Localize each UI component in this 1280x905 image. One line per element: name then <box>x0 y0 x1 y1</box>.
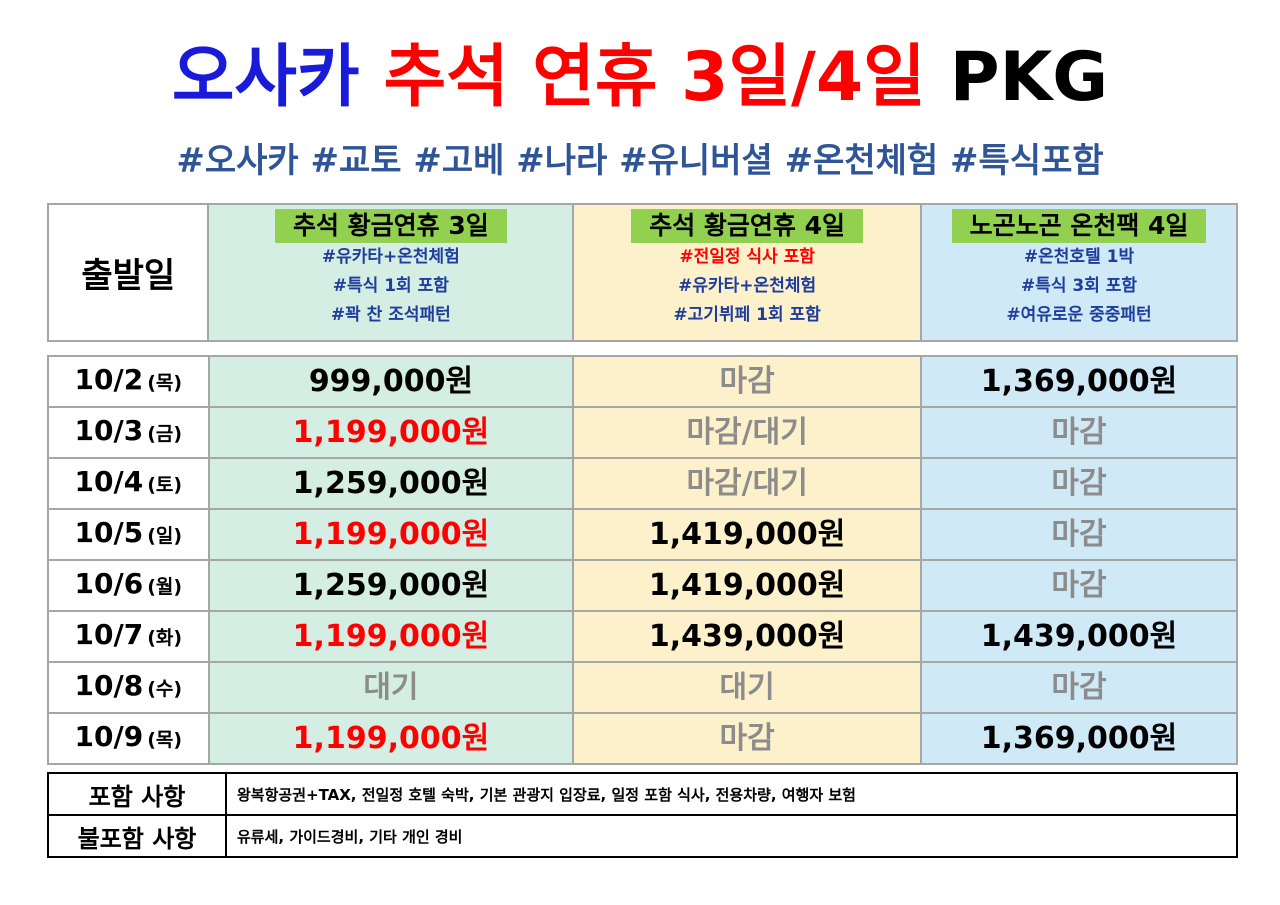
price-cell: 대기 <box>572 661 922 714</box>
date-text: 10/5 <box>74 516 144 549</box>
package-3day-header: 추석 황금연휴 3일 #유카타+온천체험 #특식 1회 포함 #꽉 찬 조석패턴 <box>207 203 575 342</box>
title-holiday: 추석 연휴 3일/4일 <box>383 38 926 117</box>
package-feature: #특식 1회 포함 <box>332 276 449 296</box>
table-row: 10/2 (목) 999,000원 마감 1,369,000원 <box>47 355 1238 408</box>
package-feature: #온천호텔 1박 <box>1023 247 1135 267</box>
weekday-text: (화) <box>147 627 183 649</box>
price-cell: 1,199,000원 <box>207 508 575 561</box>
price-cell: 대기 <box>207 661 575 714</box>
price-cell: 마감/대기 <box>572 457 922 510</box>
price-cell: 마감 <box>920 406 1238 459</box>
package-feature: #유카타+온천체험 <box>678 276 817 296</box>
package-feature: #전일정 식사 포함 <box>679 247 815 267</box>
price-cell: 마감 <box>920 559 1238 612</box>
departure-date: 10/4 (토) <box>47 457 210 510</box>
package-feature: #특식 3회 포함 <box>1020 276 1138 296</box>
price-cell: 1,419,000원 <box>572 559 922 612</box>
package-feature: #고기뷔페 1회 포함 <box>673 305 821 325</box>
date-text: 10/6 <box>74 567 144 600</box>
price-cell: 마감 <box>572 712 922 765</box>
price-cell: 1,259,000원 <box>207 559 575 612</box>
table-row: 10/7 (화) 1,199,000원 1,439,000원 1,439,000원 <box>47 610 1238 663</box>
weekday-text: (토) <box>147 474 183 496</box>
price-cell: 마감 <box>920 661 1238 714</box>
weekday-text: (월) <box>147 576 183 598</box>
hashtag-line: #오사카 #교토 #고베 #나라 #유니버셜 #온천체험 #특식포함 <box>176 141 1104 181</box>
package-title: 노곤노곤 온천팩 4일 <box>951 209 1207 243</box>
departure-date: 10/9 (목) <box>47 712 210 765</box>
price-table: 10/2 (목) 999,000원 마감 1,369,000원 10/3 (금) 1,199,… <box>47 355 1238 765</box>
departure-date: 10/2 (목) <box>47 355 210 408</box>
weekday-text: (일) <box>147 525 183 547</box>
title-pkg: PKG <box>949 38 1109 117</box>
price-cell: 999,000원 <box>207 355 575 408</box>
table-row: 10/6 (월) 1,259,000원 1,419,000원 마감 <box>47 559 1238 612</box>
departure-label: 출발일 <box>46 203 210 342</box>
title-city: 오사카 <box>171 38 360 117</box>
date-text: 10/7 <box>74 618 144 651</box>
price-cell: 1,199,000원 <box>207 712 575 765</box>
date-text: 10/9 <box>74 720 144 753</box>
table-row: 10/9 (목) 1,199,000원 마감 1,369,000원 <box>47 712 1238 765</box>
weekday-text: (목) <box>147 372 183 394</box>
price-cell: 1,439,000원 <box>572 610 922 663</box>
price-cell: 마감 <box>920 508 1238 561</box>
date-text: 10/4 <box>74 465 144 498</box>
package-header-table: 출발일 추석 황금연휴 3일 #유카타+온천체험 #특식 1회 포함 #꽉 찬 … <box>46 203 1238 342</box>
package-feature: #유카타+온천체험 <box>321 247 460 267</box>
departure-date: 10/8 (수) <box>47 661 210 714</box>
price-cell: 1,369,000원 <box>920 355 1238 408</box>
package-feature: #여유로운 중중패턴 <box>1006 305 1152 325</box>
price-cell: 1,439,000원 <box>920 610 1238 663</box>
price-cell: 1,369,000원 <box>920 712 1238 765</box>
package-title: 추석 황금연휴 4일 <box>631 209 864 243</box>
included-label: 포함 사항 <box>47 772 227 816</box>
package-title: 추석 황금연휴 3일 <box>274 209 507 243</box>
table-row: 10/4 (토) 1,259,000원 마감/대기 마감 <box>47 457 1238 510</box>
price-cell: 마감 <box>920 457 1238 510</box>
price-cell: 1,419,000원 <box>572 508 922 561</box>
package-4day-header: 추석 황금연휴 4일 #전일정 식사 포함 #유카타+온천체험 #고기뷔페 1회… <box>572 203 923 342</box>
price-cell: 1,199,000원 <box>207 610 575 663</box>
package-onsen-header: 노곤노곤 온천팩 4일 #온천호텔 1박 #특식 3회 포함 #여유로운 중중패… <box>920 203 1238 342</box>
departure-date: 10/6 (월) <box>47 559 210 612</box>
excluded-label: 불포함 사항 <box>47 814 227 858</box>
weekday-text: (수) <box>147 678 183 700</box>
table-row: 10/3 (금) 1,199,000원 마감/대기 마감 <box>47 406 1238 459</box>
page-title: 오사카 추석 연휴 3일/4일 PKG <box>0 38 1280 118</box>
table-row: 10/8 (수) 대기 대기 마감 <box>47 661 1238 714</box>
price-cell: 마감 <box>572 355 922 408</box>
departure-date: 10/5 (일) <box>47 508 210 561</box>
excluded-value: 유류세, 가이드경비, 기타 개인 경비 <box>225 814 1238 858</box>
weekday-text: (목) <box>147 729 183 751</box>
date-text: 10/3 <box>74 414 144 447</box>
departure-date: 10/3 (금) <box>47 406 210 459</box>
price-cell: 마감/대기 <box>572 406 922 459</box>
package-feature: #꽉 찬 조석패턴 <box>330 305 451 325</box>
weekday-text: (금) <box>147 423 183 445</box>
departure-date: 10/7 (화) <box>47 610 210 663</box>
price-cell: 1,199,000원 <box>207 406 575 459</box>
table-row: 10/5 (일) 1,199,000원 1,419,000원 마감 <box>47 508 1238 561</box>
info-table: 포함 사항 왕복항공권+TAX, 전일정 호텔 숙박, 기본 관광지 입장료, … <box>47 772 1238 858</box>
date-text: 10/8 <box>74 669 144 702</box>
date-text: 10/2 <box>74 363 144 396</box>
included-value: 왕복항공권+TAX, 전일정 호텔 숙박, 기본 관광지 입장료, 일정 포함 … <box>225 772 1238 816</box>
price-cell: 1,259,000원 <box>207 457 575 510</box>
